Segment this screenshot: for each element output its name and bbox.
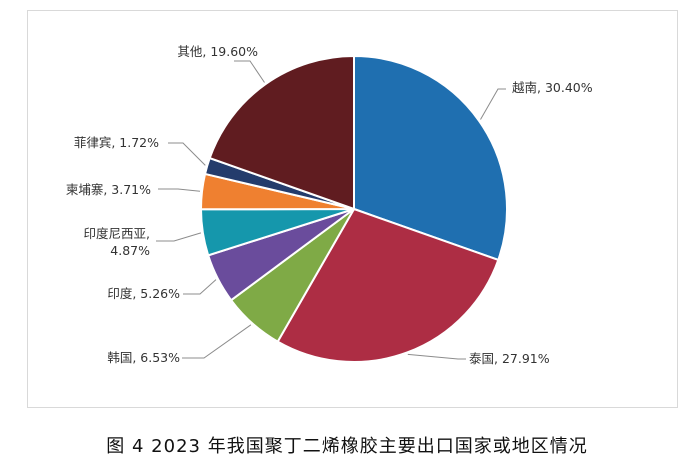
leader-lines xyxy=(156,60,506,360)
data-label-3: 韩国, 6.53% xyxy=(107,350,180,365)
data-labels: 越南, 30.40% 泰国, 27.91% 韩国, 6.53% 印度, 5.26% 印度… xyxy=(66,44,593,366)
figure-caption: 图 4 2023 年我国聚丁二烯橡胶主要出口国家或地区情况 xyxy=(106,436,588,457)
leader-line-2 xyxy=(407,353,466,360)
leader-line-4 xyxy=(183,279,217,295)
leader-line-5 xyxy=(156,232,202,242)
data-label-8: 其他, 19.60% xyxy=(177,44,258,59)
pie-slice-1 xyxy=(353,54,508,262)
data-label-2: 泰国, 27.91% xyxy=(469,351,550,366)
leader-line-8 xyxy=(234,60,265,83)
leader-line-1 xyxy=(480,88,506,120)
data-label-6: 柬埔寨, 3.71% xyxy=(66,182,151,197)
data-label-5: 印度尼西亚, 4.87% xyxy=(84,226,151,258)
leader-line-3 xyxy=(182,324,252,359)
pie-slices xyxy=(199,54,508,363)
leader-line-6 xyxy=(158,188,201,192)
leader-line-7 xyxy=(168,142,206,166)
pie-slice-8 xyxy=(208,54,355,211)
data-label-1: 越南, 30.40% xyxy=(512,80,593,95)
data-label-7: 菲律宾, 1.72% xyxy=(74,135,159,150)
pie-chart: 越南, 30.40% 泰国, 27.91% 韩国, 6.53% 印度, 5.26% 印度… xyxy=(66,44,593,366)
data-label-4: 印度, 5.26% xyxy=(107,286,180,301)
chart-area: 越南, 30.40% 泰国, 27.91% 韩国, 6.53% 印度, 5.26% 印度… xyxy=(27,10,678,408)
